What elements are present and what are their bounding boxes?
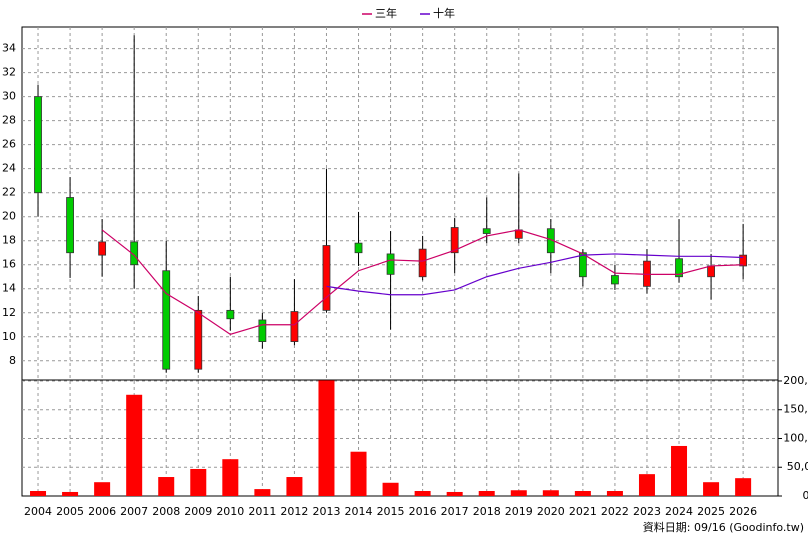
x-tick-label: 2006 <box>88 505 116 518</box>
x-tick-label: 2004 <box>24 505 52 518</box>
y-tick-label: 8 <box>9 354 16 367</box>
volume-bar <box>638 474 655 496</box>
volume-bar <box>222 459 239 496</box>
candle-body <box>418 248 427 278</box>
x-tick-label: 2018 <box>473 505 501 518</box>
candle-body <box>66 197 74 254</box>
legend-label: 十年 <box>433 6 455 20</box>
footnote: 資料日期: 09/16 (Goodinfo.tw) <box>643 520 804 534</box>
x-tick-label: 2011 <box>248 505 276 518</box>
y2-tick-label: 200,000 <box>783 374 808 387</box>
volume-bar <box>414 490 431 496</box>
candle-body <box>450 227 459 254</box>
y-tick-label: 16 <box>2 258 16 271</box>
ma-line <box>326 253 744 296</box>
x-tick-label: 2026 <box>729 505 757 518</box>
volume-bar <box>703 482 720 496</box>
volume-bar <box>574 490 591 496</box>
y-tick-label: 14 <box>2 282 16 295</box>
candle-body <box>258 319 267 342</box>
candle-body <box>675 258 683 278</box>
x-tick-label: 2024 <box>665 505 693 518</box>
volume-bar <box>286 477 303 496</box>
y-tick-label: 30 <box>2 90 16 103</box>
candle-body <box>386 253 395 275</box>
x-tick-label: 2008 <box>152 505 180 518</box>
x-tick-label: 2025 <box>697 505 725 518</box>
volume-bar <box>735 478 752 496</box>
candle-body <box>98 241 107 256</box>
x-tick-label: 2015 <box>377 505 405 518</box>
x-tick-label: 2016 <box>409 505 437 518</box>
y-tick-label: 34 <box>2 42 16 55</box>
volume-bar <box>350 451 367 496</box>
volume-bar <box>382 482 399 496</box>
y-tick-label: 20 <box>2 210 16 223</box>
volume-bar <box>542 490 559 496</box>
volume-bar <box>254 489 271 496</box>
y2-tick-label: 50,000 <box>787 460 808 473</box>
candle-body <box>578 252 587 278</box>
x-tick-label: 2005 <box>56 505 84 518</box>
candle-body <box>290 311 299 342</box>
candle-body <box>194 309 203 370</box>
volume-bar <box>158 477 175 496</box>
x-tick-label: 2020 <box>537 505 565 518</box>
x-tick-label: 2009 <box>184 505 212 518</box>
y-tick-label: 10 <box>2 330 16 343</box>
x-tick-label: 2010 <box>216 505 244 518</box>
legend-label: 三年 <box>375 6 397 20</box>
x-tick-label: 2023 <box>633 505 661 518</box>
volume-bar <box>62 491 79 496</box>
x-tick-label: 2019 <box>505 505 533 518</box>
y-tick-label: 12 <box>2 306 16 319</box>
volume-bar <box>478 490 495 496</box>
volume-bar <box>606 490 623 496</box>
x-tick-label: 2014 <box>345 505 373 518</box>
candle-body <box>739 254 748 267</box>
y-tick-label: 32 <box>2 66 16 79</box>
candle-body <box>611 275 619 285</box>
candle-body <box>322 245 331 311</box>
volume-bar <box>510 490 527 496</box>
candle-body <box>226 309 235 320</box>
candle-body <box>162 270 171 370</box>
candle-body <box>482 228 491 234</box>
x-tick-label: 2017 <box>441 505 469 518</box>
y-tick-label: 22 <box>2 186 16 199</box>
x-tick-label: 2022 <box>601 505 629 518</box>
volume-bar <box>30 490 47 496</box>
y-tick-label: 24 <box>2 162 16 175</box>
x-tick-label: 2021 <box>569 505 597 518</box>
y2-tick-label: 150,000 <box>783 403 808 416</box>
x-tick-label: 2007 <box>120 505 148 518</box>
volume-bar <box>318 380 335 496</box>
y2-tick-label: 100,000 <box>783 431 808 444</box>
candle-body <box>707 265 715 278</box>
plot-frame <box>21 26 779 497</box>
candle-body <box>130 241 139 266</box>
volume-bar <box>671 445 688 496</box>
volume-bar <box>126 394 143 496</box>
x-tick-label: 2012 <box>280 505 308 518</box>
y-tick-label: 28 <box>2 114 16 127</box>
ma-line <box>101 229 744 336</box>
y2-tick-label: 0 <box>803 489 808 502</box>
volume-bar <box>94 482 111 496</box>
candle-body <box>354 242 363 254</box>
volume-bar <box>446 491 463 496</box>
volume-bar <box>190 468 207 496</box>
y-tick-label: 18 <box>2 234 16 247</box>
y-tick-label: 26 <box>2 138 16 151</box>
x-tick-label: 2013 <box>312 505 340 518</box>
candle-body <box>34 96 42 194</box>
